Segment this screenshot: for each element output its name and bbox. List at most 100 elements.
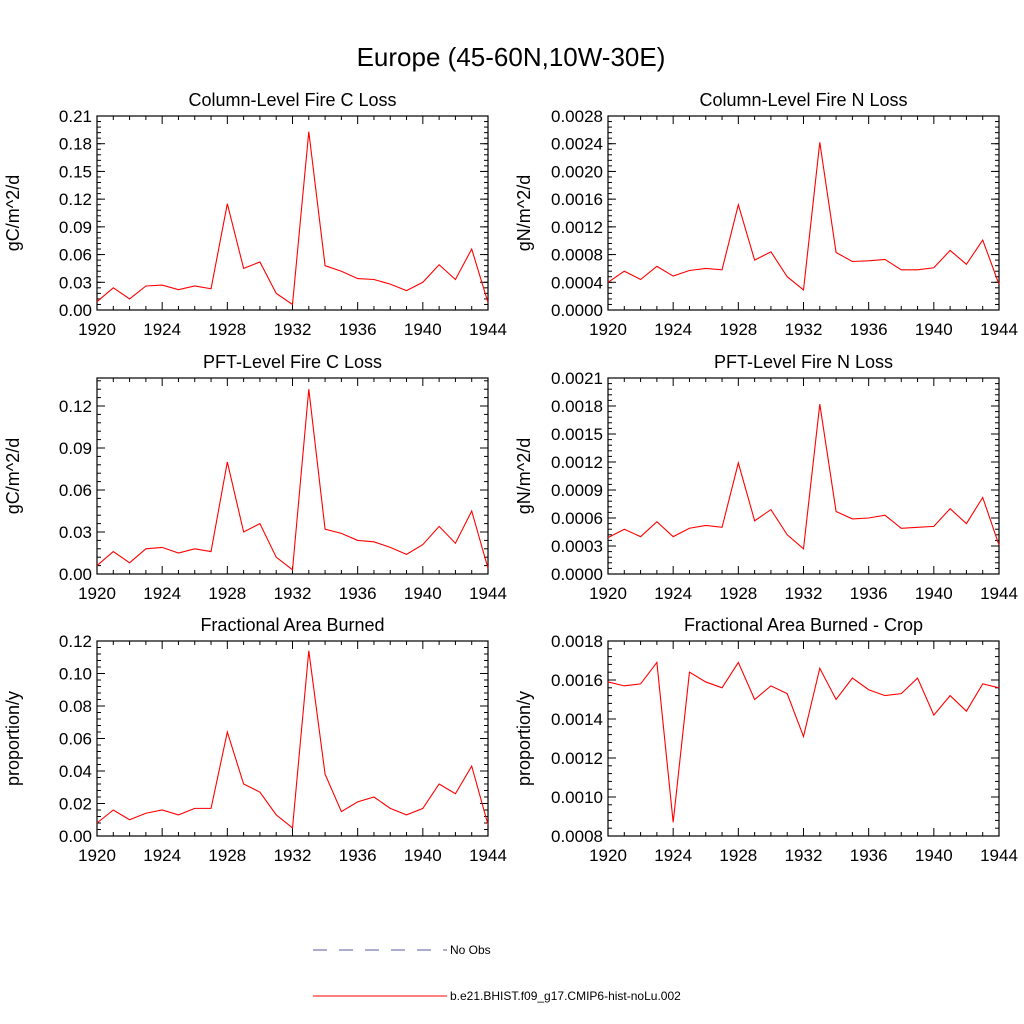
- panel-title: Column-Level Fire C Loss: [188, 90, 396, 110]
- x-tick-label: 1936: [850, 584, 888, 603]
- y-tick-label: 0.12: [59, 397, 92, 416]
- x-tick-label: 1940: [404, 846, 442, 865]
- y-tick-label: 0.0014: [551, 710, 603, 729]
- x-tick-label: 1924: [143, 320, 181, 339]
- y-tick-label: 0.0004: [551, 273, 603, 292]
- x-tick-label: 1932: [785, 846, 823, 865]
- y-tick-label: 0.0012: [551, 749, 603, 768]
- chart-panel: 1920 1924 1928 1932 1936 1940 1944 0.00 0.03 0.06…: [3, 90, 507, 339]
- x-tick-label: 1924: [654, 846, 692, 865]
- x-tick-label: 1936: [850, 846, 888, 865]
- x-tick-label: 1940: [404, 320, 442, 339]
- chart-panel: 1920 1924 1928 1932 1936 1940 1944 0.0000 0.0004…: [514, 90, 1018, 339]
- legend-label: b.e21.BHIST.f09_g17.CMIP6-hist-noLu.002: [450, 989, 681, 1003]
- x-tick-label: 1928: [719, 846, 757, 865]
- x-tick-label: 1944: [469, 584, 507, 603]
- y-tick-label: 0.06: [59, 481, 92, 500]
- x-tick-label: 1944: [980, 846, 1018, 865]
- series-line: [96, 389, 489, 571]
- y-tick-label: 0.0024: [551, 135, 603, 154]
- y-axis-label: proportion/y: [514, 691, 534, 786]
- series-line: [607, 404, 1000, 550]
- y-tick-label: 0.03: [59, 273, 92, 292]
- x-tick-label: 1940: [404, 584, 442, 603]
- panel-title: Fractional Area Burned - Crop: [684, 615, 923, 635]
- series-line: [607, 142, 1000, 291]
- x-tick-label: 1920: [78, 320, 116, 339]
- x-tick-label: 1920: [589, 584, 627, 603]
- panel-title: Column-Level Fire N Loss: [699, 90, 907, 110]
- x-tick-label: 1936: [339, 584, 377, 603]
- y-tick-label: 0.0009: [551, 481, 603, 500]
- series-line: [96, 650, 489, 829]
- x-tick-label: 1932: [274, 320, 312, 339]
- x-tick-label: 1932: [785, 584, 823, 603]
- x-tick-label: 1928: [208, 846, 246, 865]
- y-tick-label: 0.0003: [551, 537, 603, 556]
- panel-title: PFT-Level Fire N Loss: [714, 352, 893, 372]
- legend-label: No Obs: [450, 943, 491, 957]
- x-tick-label: 1928: [719, 584, 757, 603]
- x-tick-label: 1936: [339, 846, 377, 865]
- y-tick-label: 0.0006: [551, 509, 603, 528]
- y-tick-label: 0.0010: [551, 788, 603, 807]
- y-tick-label: 0.0028: [551, 107, 603, 126]
- x-tick-label: 1920: [78, 846, 116, 865]
- x-tick-label: 1924: [654, 320, 692, 339]
- y-axis-label: gN/m^2/d: [514, 175, 534, 251]
- legend: No Obs b.e21.BHIST.f09_g17.CMIP6-hist-noL…: [313, 943, 681, 1003]
- y-tick-label: 0.12: [59, 632, 92, 651]
- y-tick-label: 0.0021: [551, 369, 603, 388]
- y-tick-label: 0.0015: [551, 425, 603, 444]
- y-axis-label: gC/m^2/d: [3, 438, 23, 514]
- chart-panel: 1920 1924 1928 1932 1936 1940 1944 0.0000 0.0003…: [514, 352, 1018, 603]
- panel-title: PFT-Level Fire C Loss: [203, 352, 382, 372]
- y-axis-label: gC/m^2/d: [3, 175, 23, 251]
- x-tick-label: 1928: [208, 320, 246, 339]
- y-tick-label: 0.10: [59, 665, 92, 684]
- x-tick-label: 1920: [589, 320, 627, 339]
- y-tick-label: 0.21: [59, 107, 92, 126]
- y-tick-label: 0.0012: [551, 453, 603, 472]
- y-tick-label: 0.0018: [551, 632, 603, 651]
- x-tick-label: 1936: [339, 320, 377, 339]
- y-tick-label: 0.06: [59, 246, 92, 265]
- chart-panel: 1920 1924 1928 1932 1936 1940 1944 0.00 0.03 0.06…: [3, 352, 507, 603]
- y-tick-label: 0.0016: [551, 190, 603, 209]
- x-tick-label: 1940: [915, 320, 953, 339]
- y-axis-label: proportion/y: [3, 691, 23, 786]
- y-tick-label: 0.09: [59, 218, 92, 237]
- y-tick-label: 0.00: [59, 827, 92, 846]
- x-tick-label: 1940: [915, 584, 953, 603]
- x-tick-label: 1932: [274, 846, 312, 865]
- y-tick-label: 0.0018: [551, 397, 603, 416]
- x-tick-label: 1944: [469, 846, 507, 865]
- x-tick-label: 1924: [143, 846, 181, 865]
- y-tick-label: 0.02: [59, 795, 92, 814]
- x-tick-label: 1944: [980, 320, 1018, 339]
- y-tick-label: 0.0008: [551, 827, 603, 846]
- y-tick-label: 0.0000: [551, 301, 603, 320]
- y-tick-label: 0.06: [59, 730, 92, 749]
- y-tick-label: 0.08: [59, 697, 92, 716]
- x-tick-label: 1924: [143, 584, 181, 603]
- y-tick-label: 0.03: [59, 523, 92, 542]
- panels: 1920 1924 1928 1932 1936 1940 1944 0.00 0.03 0.06…: [3, 90, 1018, 865]
- x-tick-label: 1944: [469, 320, 507, 339]
- series-line: [96, 131, 489, 306]
- y-tick-label: 0.12: [59, 190, 92, 209]
- series-line: [607, 661, 1000, 823]
- x-tick-label: 1920: [589, 846, 627, 865]
- figure-title: Europe (45-60N,10W-30E): [357, 42, 666, 72]
- y-tick-label: 0.00: [59, 565, 92, 584]
- x-tick-label: 1936: [850, 320, 888, 339]
- y-tick-label: 0.00: [59, 301, 92, 320]
- y-tick-label: 0.0020: [551, 162, 603, 181]
- x-tick-label: 1924: [654, 584, 692, 603]
- x-tick-label: 1944: [980, 584, 1018, 603]
- y-tick-label: 0.15: [59, 162, 92, 181]
- chart-panel: 1920 1924 1928 1932 1936 1940 1944 0.0008 0.0010…: [514, 615, 1018, 865]
- x-tick-label: 1940: [915, 846, 953, 865]
- y-tick-label: 0.09: [59, 439, 92, 458]
